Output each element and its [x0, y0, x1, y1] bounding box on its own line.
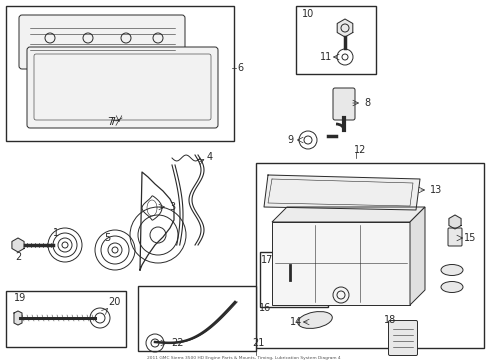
- FancyBboxPatch shape: [27, 47, 218, 128]
- Text: 13: 13: [429, 185, 441, 195]
- Bar: [138, 286, 256, 351]
- Text: 7: 7: [109, 117, 115, 127]
- Circle shape: [112, 247, 118, 253]
- Text: 20: 20: [107, 297, 120, 307]
- Text: 12: 12: [353, 145, 366, 155]
- Circle shape: [341, 54, 347, 60]
- Circle shape: [340, 24, 348, 32]
- FancyBboxPatch shape: [387, 320, 417, 356]
- Ellipse shape: [440, 282, 462, 292]
- Circle shape: [286, 285, 292, 291]
- FancyBboxPatch shape: [332, 88, 354, 120]
- Polygon shape: [12, 238, 24, 252]
- Bar: [6, 6, 234, 141]
- Bar: [6, 291, 126, 347]
- Text: 17: 17: [260, 255, 273, 265]
- Text: 6: 6: [237, 63, 243, 73]
- Text: 16: 16: [258, 303, 270, 313]
- Polygon shape: [271, 207, 424, 222]
- Text: 4: 4: [206, 152, 213, 162]
- Text: 3: 3: [168, 202, 175, 212]
- Polygon shape: [271, 222, 409, 305]
- Text: 2: 2: [15, 252, 21, 262]
- Bar: [260, 252, 327, 307]
- Polygon shape: [337, 19, 352, 37]
- Text: 15: 15: [463, 233, 475, 243]
- FancyBboxPatch shape: [447, 228, 461, 246]
- Text: 18: 18: [383, 315, 395, 325]
- Text: 1: 1: [53, 228, 59, 238]
- Polygon shape: [264, 175, 419, 210]
- Bar: [256, 163, 483, 348]
- Text: 21: 21: [251, 338, 264, 348]
- Text: 22: 22: [171, 338, 184, 348]
- Ellipse shape: [440, 265, 462, 275]
- Polygon shape: [448, 215, 460, 229]
- Bar: [295, 6, 375, 74]
- Text: 19: 19: [14, 293, 26, 303]
- Ellipse shape: [297, 311, 332, 328]
- Text: 7: 7: [107, 117, 113, 127]
- Text: 8: 8: [363, 98, 369, 108]
- Circle shape: [62, 242, 68, 248]
- Text: 9: 9: [286, 135, 292, 145]
- Text: 5: 5: [103, 233, 110, 243]
- Text: 2011 GMC Sierra 3500 HD Engine Parts & Mounts, Timing, Lubrication System Diagra: 2011 GMC Sierra 3500 HD Engine Parts & M…: [147, 356, 340, 360]
- Text: 14: 14: [289, 317, 302, 327]
- Text: 10: 10: [302, 9, 314, 19]
- Polygon shape: [14, 311, 22, 325]
- FancyBboxPatch shape: [281, 262, 298, 271]
- Text: 11: 11: [319, 52, 331, 62]
- FancyBboxPatch shape: [19, 15, 184, 69]
- Polygon shape: [409, 207, 424, 305]
